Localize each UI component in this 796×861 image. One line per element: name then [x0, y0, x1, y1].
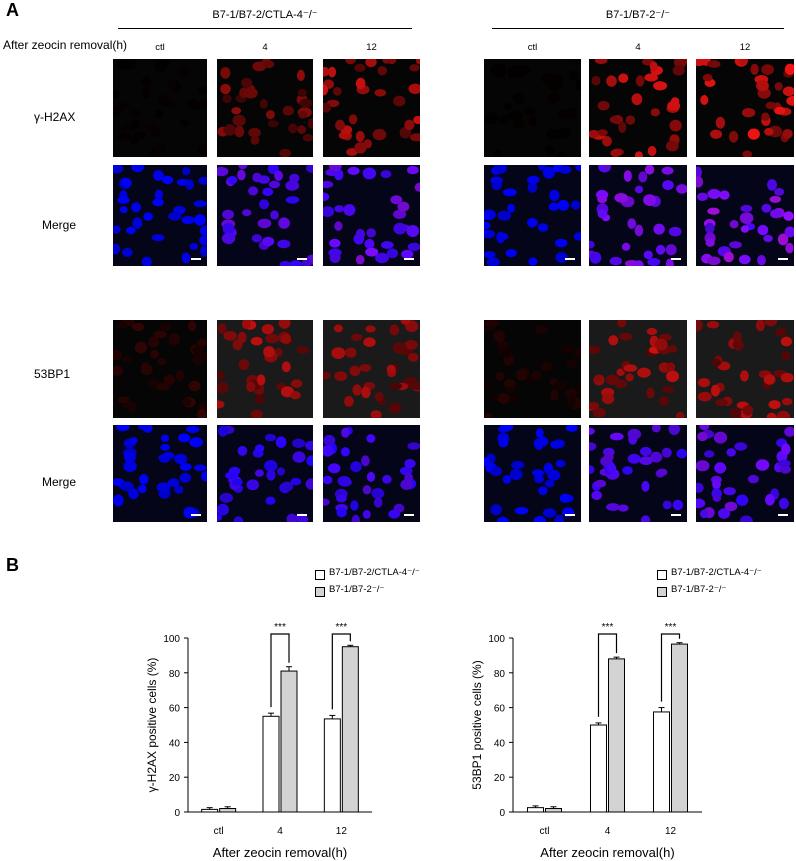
y-tick-label: 80 — [169, 669, 181, 680]
micrograph-tile — [113, 165, 207, 266]
bar — [262, 715, 280, 813]
col-label: 4 — [635, 42, 641, 53]
micrograph-tile — [217, 320, 313, 418]
x-tick-label: ctl — [214, 826, 224, 837]
micrograph-tile — [484, 165, 581, 266]
bar — [219, 808, 237, 813]
y-tick-label: 60 — [169, 704, 181, 715]
y-tick-label: 20 — [169, 773, 181, 784]
y-tick-label: 60 — [494, 704, 506, 715]
micrograph-tile — [696, 425, 794, 522]
legend-label: B7-1/B7-2/CTLA-4⁻/⁻ — [671, 567, 762, 578]
col-label: 4 — [262, 42, 268, 53]
legend-swatch-gray — [657, 587, 667, 597]
x-tick-label: 12 — [336, 826, 348, 837]
x-tick-label: 12 — [665, 826, 677, 837]
significance-label: *** — [335, 622, 347, 633]
panel-a-letter: A — [6, 0, 19, 20]
significance-label: *** — [602, 622, 614, 633]
y-tick-label: 100 — [163, 634, 180, 645]
y-axis-label: γ-H2AX positive cells (%) — [145, 658, 159, 793]
x-tick-label: 4 — [277, 826, 283, 837]
significance-bracket — [597, 633, 618, 717]
micrograph-tile — [113, 320, 207, 418]
bar — [545, 808, 562, 813]
bar — [341, 646, 359, 813]
micrograph-tile — [323, 425, 420, 522]
row-label-merge: Merge — [42, 475, 77, 489]
legend-swatch-white — [315, 570, 325, 580]
micrograph-tile — [113, 425, 207, 522]
legend-swatch-gray — [315, 587, 325, 597]
micrograph-tile — [484, 425, 581, 522]
micrograph-tile — [696, 59, 794, 157]
x-tick-label: 4 — [605, 826, 611, 837]
col-label: ctl — [155, 42, 165, 53]
legend-label: B7-1/B7-2⁻/⁻ — [671, 584, 727, 595]
micrograph-tile — [484, 59, 581, 157]
significance-bracket — [270, 633, 290, 708]
bar — [653, 711, 670, 813]
y-tick-label: 100 — [488, 634, 505, 645]
bar — [527, 807, 544, 813]
micrograph-tile — [113, 59, 207, 157]
group-title-ctla4: B7-1/B7-2/CTLA-4⁻/⁻ — [212, 9, 318, 21]
bar — [323, 718, 341, 813]
col-label: 12 — [366, 42, 377, 53]
col-label: 12 — [739, 42, 751, 53]
x-tick-label: ctl — [540, 826, 550, 837]
row-label-gh2ax: γ-H2AX — [34, 110, 76, 124]
group-underline-ctla4 — [118, 28, 412, 29]
micrograph-tile — [217, 59, 313, 157]
micrograph-tile — [589, 320, 687, 418]
panel-b-letter: B — [6, 555, 19, 575]
y-tick-label: 40 — [169, 738, 181, 749]
micrograph-tile — [323, 165, 420, 266]
legend-label: B7-1/B7-2/CTLA-4⁻/⁻ — [329, 567, 420, 578]
micrograph-tile — [696, 165, 794, 266]
bar — [671, 643, 688, 813]
bar — [280, 670, 298, 813]
bar-chart-53bp1: 0 20 40 60 80 100 53BP1 positive cells (%) Afte… — [470, 622, 702, 860]
bar — [201, 808, 219, 813]
micrograph-tile — [323, 59, 420, 157]
group-title-b7: B7-1/B7-2⁻/⁻ — [605, 9, 671, 21]
micrograph-tile — [484, 320, 581, 418]
y-tick-label: 0 — [499, 808, 505, 819]
y-tick-label: 0 — [174, 808, 180, 819]
bar — [608, 658, 625, 813]
micrograph-tile — [589, 425, 687, 522]
legend-swatch-white — [657, 570, 667, 580]
legend-label: B7-1/B7-2⁻/⁻ — [329, 584, 385, 595]
y-tick-label: 20 — [494, 773, 506, 784]
timepoint-label: After zeocin removal(h) — [3, 38, 128, 52]
row-label-merge: Merge — [42, 218, 77, 232]
micrograph-tile — [217, 165, 313, 266]
y-tick-label: 80 — [494, 669, 506, 680]
micrograph-tile — [217, 425, 313, 522]
significance-label: *** — [665, 622, 677, 633]
group-underline-b7 — [492, 28, 784, 29]
micrograph-tile — [696, 320, 794, 418]
significance-bracket — [660, 633, 681, 702]
y-tick-label: 40 — [494, 738, 506, 749]
x-axis-label: After zeocin removal(h) — [540, 845, 674, 860]
y-axis-label: 53BP1 positive cells (%) — [470, 660, 484, 789]
micrograph-tile — [589, 59, 687, 157]
micrograph-tile — [323, 320, 420, 418]
x-axis-label: After zeocin removal(h) — [213, 845, 347, 860]
significance-label: *** — [274, 622, 286, 633]
significance-bracket — [331, 633, 351, 710]
bar-chart-gh2ax: 0 20 40 60 80 100 γ-H2AX positive cells (%) Aft… — [145, 622, 372, 860]
row-label-53bp1: 53BP1 — [34, 367, 71, 381]
bar — [590, 724, 607, 813]
col-label: ctl — [527, 42, 538, 53]
micrograph-tile — [589, 165, 687, 266]
